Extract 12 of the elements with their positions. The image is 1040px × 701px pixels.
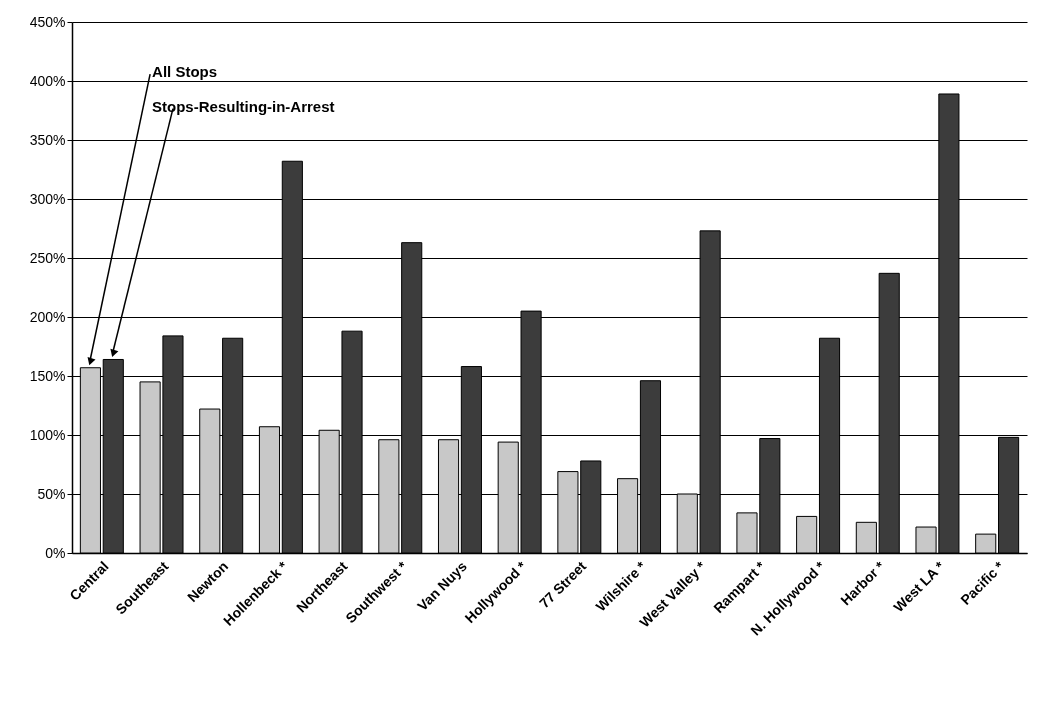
y-tick-label: 150% [29,367,66,384]
text: Stops-Resulting-in-Arrest [152,97,335,115]
y-tick-label: 100% [29,426,66,443]
y-tick-label: 400% [29,72,66,89]
y-tick-label: 50% [37,485,66,502]
y-tick-label: 450% [29,13,66,30]
y-tick-label: 350% [29,131,66,148]
y-tick-label: 0% [45,544,66,561]
y-tick-label: 200% [29,308,66,325]
y-tick-label: 250% [29,249,66,266]
y-tick-label: 300% [29,190,66,207]
text: All Stops [152,63,218,81]
